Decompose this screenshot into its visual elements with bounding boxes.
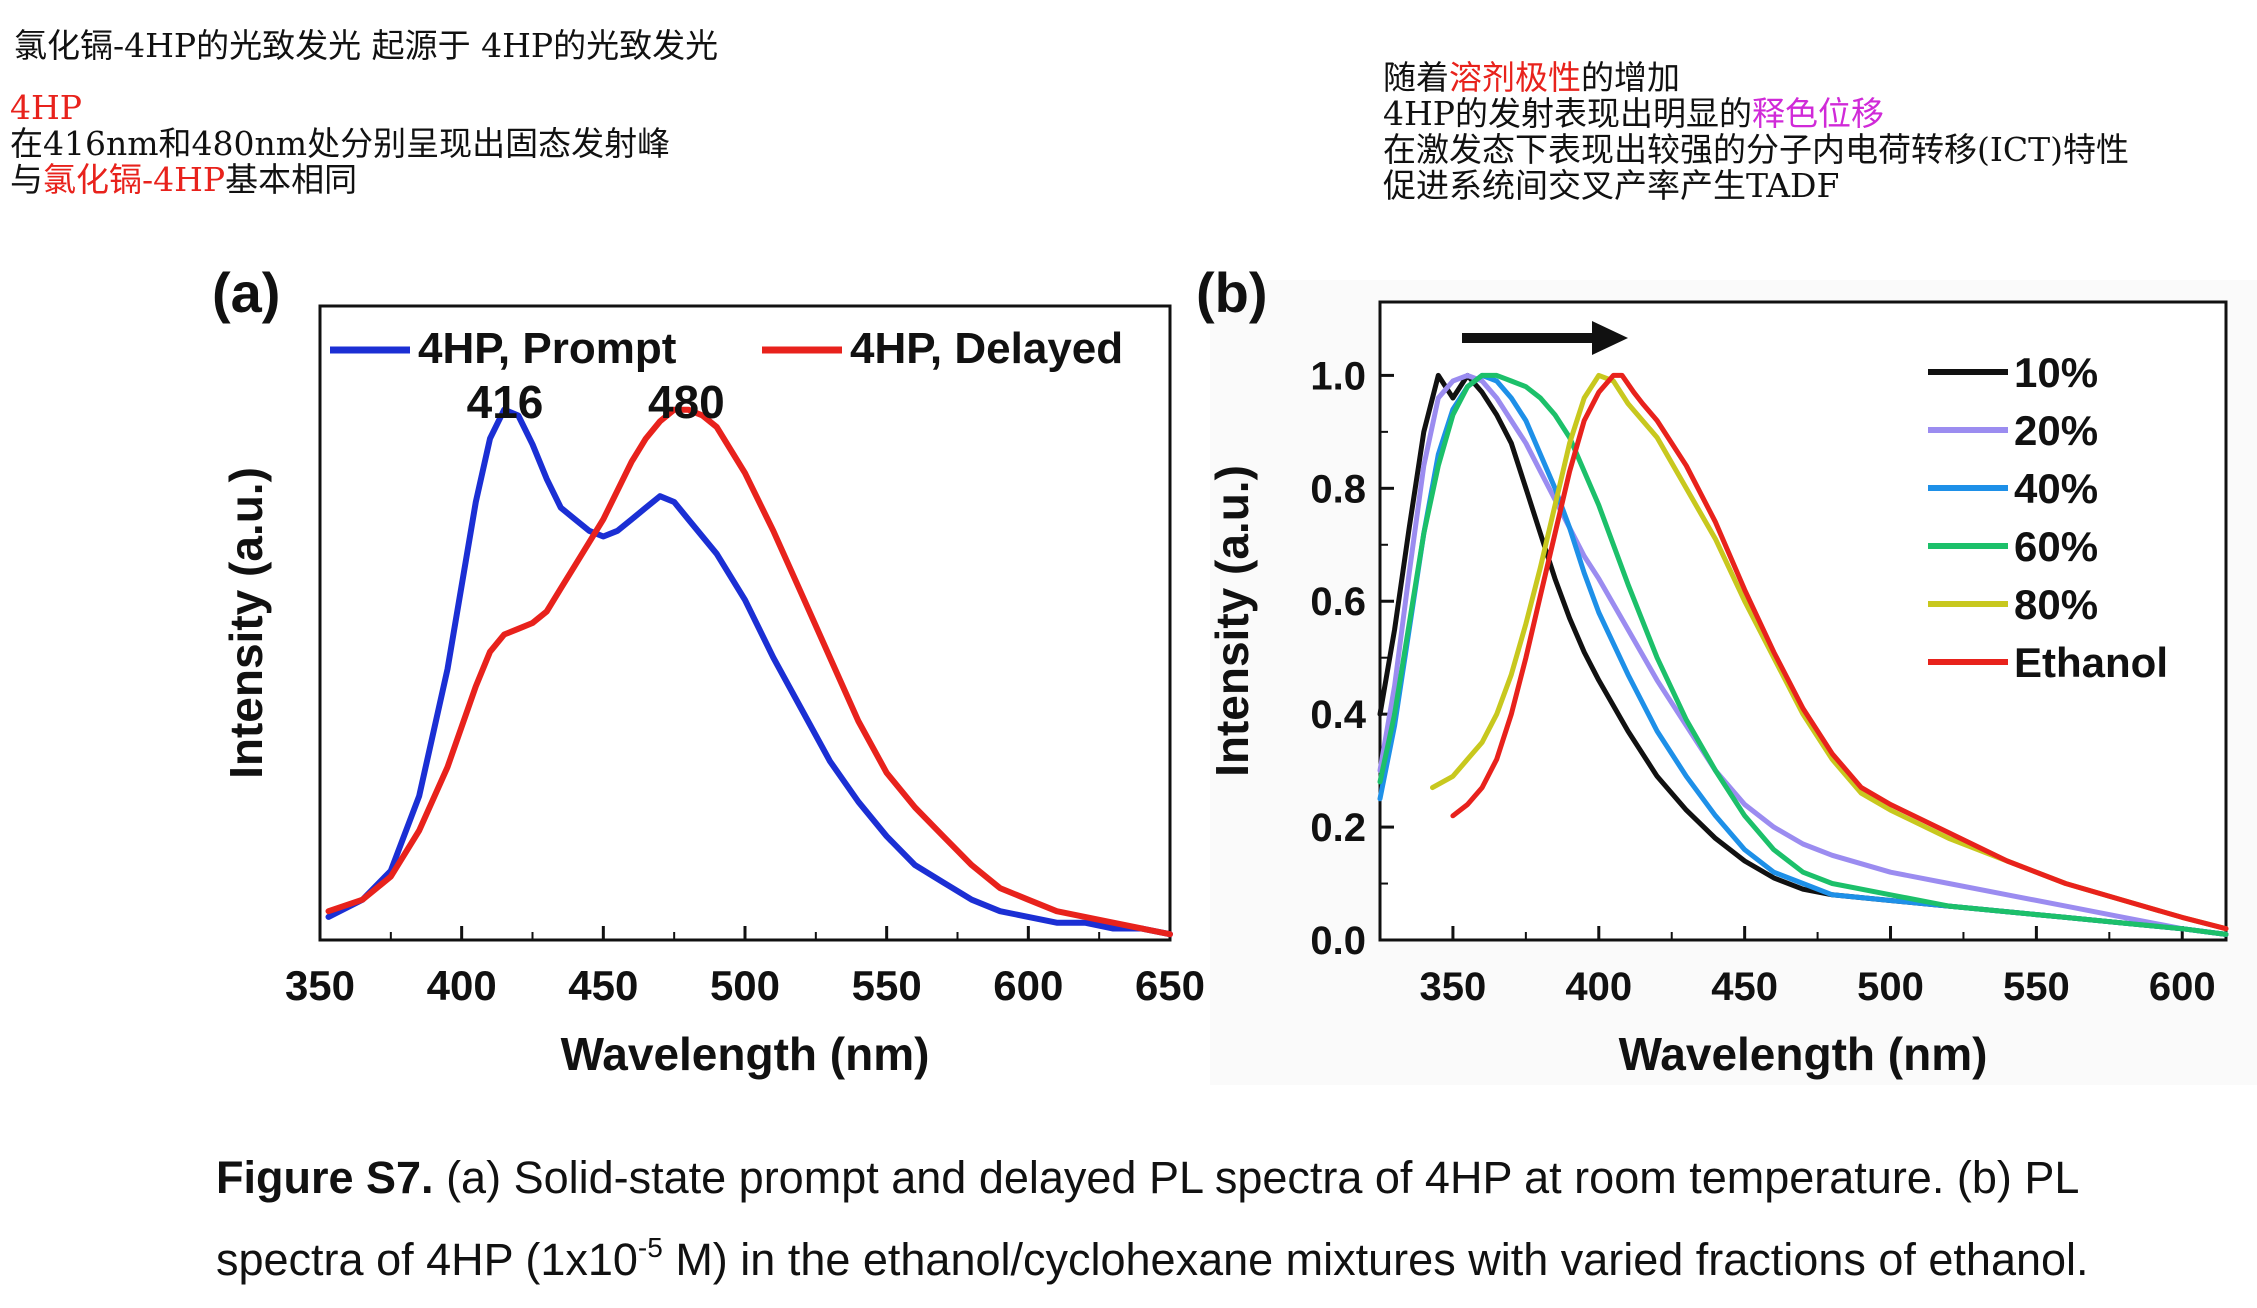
note-right-block: 随着溶剂极性的增加 4HP的发射表现出明显的释色位移 在激发态下表现出较强的分子…	[1383, 60, 2129, 204]
legend-label: Ethanol	[2014, 639, 2168, 686]
plot-frame	[318, 304, 1172, 942]
panel-label: (a)	[212, 261, 280, 324]
note-right-line2: 4HP的发射表现出明显的释色位移	[1383, 96, 2129, 132]
legend-label: 80%	[2014, 581, 2098, 628]
figure-caption-part2a: spectra of 4HP (1x10	[216, 1234, 638, 1285]
legend-label: 60%	[2014, 523, 2098, 570]
x-tick-label: 550	[2003, 965, 2070, 1009]
chart-panel-a: (a) 350 400 450 500 550 600 650 Wavelength (nm) I…	[212, 261, 1205, 1080]
note-right-line1-highlight: 溶剂极性	[1449, 58, 1581, 97]
y-tick-label: 0.2	[1310, 806, 1366, 850]
legend-label: 20%	[2014, 407, 2098, 454]
note-right-line1: 随着溶剂极性的增加	[1383, 60, 2129, 96]
x-axis-label: Wavelength (nm)	[1619, 1028, 1988, 1080]
panel-label: (b)	[1196, 261, 1268, 324]
note-left-line2: 在416nm和480nm处分别呈现出固态发射峰	[10, 124, 671, 163]
note-left-title: 氯化镉-4HP的光致发光 起源于 4HP的光致发光	[14, 26, 719, 65]
figure-caption-line1: Figure S7. (a) Solid-state prompt and de…	[216, 1152, 2246, 1204]
legend-label: 4HP, Prompt	[418, 324, 677, 373]
x-tick-label: 600	[2149, 965, 2216, 1009]
x-tick-label: 550	[852, 962, 922, 1009]
figure-caption-part2b: M) in the ethanol/cyclohexane mixtures w…	[662, 1234, 2089, 1285]
figure-caption-sup: -5	[637, 1232, 663, 1263]
chart-panel-b: (b) 350 400 450 500 550 600 0.0 0.2 0.4 0.6 0.8 1.0 W…	[1196, 261, 2257, 1085]
series-line	[325, 406, 1173, 938]
figure-caption-line2: spectra of 4HP (1x10-5 M) in the ethanol…	[216, 1234, 2246, 1286]
x-tick-label: 500	[710, 962, 780, 1009]
legend-label: 4HP, Delayed	[850, 324, 1123, 373]
series-line	[1377, 372, 2229, 937]
note-left-block: 4HP 在416nm和480nm处分别呈现出固态发射峰 与氯化镉-4HP基本相同	[10, 90, 670, 198]
peak-annotation: 480	[648, 376, 725, 428]
legend-label: 40%	[2014, 465, 2098, 512]
y-tick-label: 0.6	[1310, 580, 1366, 624]
plot-frame	[1378, 300, 2228, 942]
y-tick-label: 0.4	[1310, 693, 1366, 737]
series-line	[1430, 372, 2229, 932]
peak-annotation: 416	[467, 376, 544, 428]
note-left-line3: 与氯化镉-4HP基本相同	[10, 162, 670, 198]
x-axis-label: Wavelength (nm)	[561, 1028, 930, 1080]
x-tick-label: 600	[993, 962, 1063, 1009]
y-tick-label: 1.0	[1310, 354, 1366, 398]
note-left-line1: 4HP	[10, 88, 82, 127]
series-line	[1377, 372, 2229, 937]
x-tick-label: 400	[1565, 965, 1632, 1009]
y-axis-label: Intensity (a.u.)	[220, 467, 272, 779]
figure-caption-label: Figure S7.	[216, 1152, 434, 1203]
note-right-line4: 促进系统间交叉产率产生TADF	[1383, 166, 1840, 205]
x-tick-label: 350	[285, 962, 355, 1009]
y-tick-label: 0.0	[1310, 919, 1366, 963]
series-line	[325, 406, 1173, 938]
x-tick-label: 650	[1135, 962, 1205, 1009]
shift-arrow-head	[1592, 321, 1628, 355]
x-tick-label: 350	[1420, 965, 1487, 1009]
note-left-line3-suffix: 基本相同	[225, 160, 358, 199]
note-right-line2-highlight: 释色位移	[1751, 94, 1884, 133]
x-tick-label: 400	[427, 962, 497, 1009]
note-left-line3-highlight: 氯化镉-4HP	[43, 160, 226, 199]
note-right-line1-prefix: 随着	[1383, 58, 1449, 97]
y-axis-label: Intensity (a.u.)	[1206, 465, 1258, 777]
x-tick-label: 450	[1711, 965, 1778, 1009]
note-left-line3-prefix: 与	[10, 160, 43, 199]
legend-label: 10%	[2014, 349, 2098, 396]
y-tick-label: 0.8	[1310, 467, 1366, 511]
note-right-line3: 在激发态下表现出较强的分子内电荷转移(ICT)特性	[1383, 130, 2130, 169]
series-line	[1450, 372, 2229, 932]
note-right-line2-prefix: 4HP的发射表现出明显的	[1383, 94, 1752, 133]
x-tick-label: 500	[1857, 965, 1924, 1009]
note-right-line1-suffix: 的增加	[1581, 58, 1680, 97]
figure-caption-part1: (a) Solid-state prompt and delayed PL sp…	[433, 1152, 2080, 1203]
x-tick-label: 450	[568, 962, 638, 1009]
